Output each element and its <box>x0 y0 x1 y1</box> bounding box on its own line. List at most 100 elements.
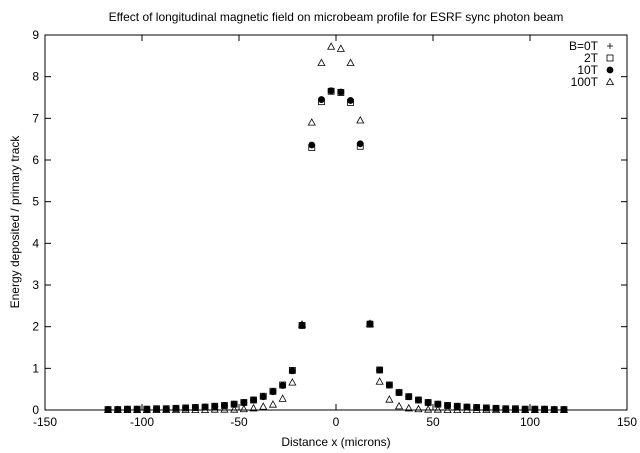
x-axis: -150 -100 -50 0 50 100 150 <box>33 35 637 429</box>
x-axis-label: Distance x (microns) <box>281 435 390 449</box>
point-10t <box>114 406 122 413</box>
y-tick-label: 6 <box>32 153 39 167</box>
point-100t <box>268 400 278 408</box>
point-10t <box>288 367 296 375</box>
point-10t <box>550 406 558 413</box>
point-100t <box>288 378 297 386</box>
point-100t <box>424 405 433 413</box>
point-100t <box>365 319 375 327</box>
x-tick-label: -50 <box>230 415 248 429</box>
point-10t <box>337 88 345 96</box>
y-tick-label: 0 <box>32 403 39 417</box>
point-10t <box>240 399 248 406</box>
point-100t <box>346 58 355 66</box>
point-100t <box>162 405 171 414</box>
point-10t <box>259 393 267 401</box>
point-10t <box>560 406 568 413</box>
point-10t <box>531 405 539 413</box>
point-10t <box>356 140 364 148</box>
y-tick-label: 2 <box>32 320 39 334</box>
legend-marker <box>605 77 615 85</box>
point-100t <box>239 404 248 413</box>
point-100t <box>443 405 452 414</box>
point-100t <box>259 402 268 410</box>
point-10t <box>133 405 141 413</box>
point-10t <box>405 393 413 401</box>
point-100t <box>297 320 307 328</box>
legend-label: B=0T <box>569 39 599 53</box>
point-10t <box>269 388 277 396</box>
point-100t <box>550 405 559 414</box>
legend-label: 10T <box>577 63 598 77</box>
point-100t <box>530 405 539 414</box>
y-tick-label: 7 <box>32 111 39 125</box>
point-10t <box>541 405 548 413</box>
point-10t <box>104 406 112 413</box>
point-100t <box>462 405 472 414</box>
point-10t <box>521 405 529 413</box>
point-100t <box>200 405 210 414</box>
point-10t <box>279 382 287 389</box>
point-100t <box>317 58 326 66</box>
point-100t <box>491 405 501 414</box>
point-100t <box>230 405 239 413</box>
point-10t <box>191 404 199 411</box>
point-100t <box>133 405 142 414</box>
x-tick-label: -100 <box>130 415 154 429</box>
point-10t <box>230 400 238 408</box>
plot-area <box>44 34 628 411</box>
point-100t <box>123 405 132 414</box>
point-10t <box>434 400 442 408</box>
point-100t <box>191 405 200 414</box>
point-10t <box>512 405 519 413</box>
point-10t <box>395 389 403 396</box>
point-10t <box>153 405 160 413</box>
chart-title: Effect of longitudinal magnetic field on… <box>109 10 564 24</box>
point-100t <box>152 405 161 414</box>
point-10t <box>444 402 451 409</box>
point-100t <box>453 405 462 414</box>
point-100t <box>482 405 491 414</box>
x-tick-label: 0 <box>333 415 340 429</box>
y-tick-label: 4 <box>32 236 39 250</box>
point-100t <box>540 405 549 414</box>
legend-marker <box>606 66 614 74</box>
x-tick-label: 150 <box>617 415 637 429</box>
point-100t <box>511 405 520 414</box>
point-100t <box>375 377 384 385</box>
data-points <box>103 42 569 414</box>
legend-marker <box>606 54 614 62</box>
point-10t <box>318 96 325 103</box>
legend-label: 100T <box>571 75 599 89</box>
point-100t <box>103 405 113 414</box>
point-100t <box>433 405 442 413</box>
x-tick-label: -150 <box>33 415 57 429</box>
point-100t <box>327 42 336 50</box>
y-tick-label: 5 <box>32 195 39 209</box>
point-100t <box>278 394 287 402</box>
x-tick-label: 100 <box>520 415 540 429</box>
point-100t <box>385 395 394 403</box>
y-axis-label: Energy deposited / primary track <box>8 135 22 309</box>
y-tick-label: 3 <box>32 278 39 292</box>
point-100t <box>356 115 365 124</box>
point-10t <box>308 141 316 149</box>
point-10t <box>502 405 510 413</box>
x-tick-label: 50 <box>426 415 440 429</box>
point-100t <box>336 44 345 52</box>
y-tick-label: 1 <box>32 361 39 375</box>
point-100t <box>521 405 530 414</box>
point-100t <box>181 405 190 414</box>
point-100t <box>394 401 404 410</box>
point-10t <box>162 405 170 413</box>
point-100t <box>113 405 122 414</box>
point-10t <box>347 97 354 104</box>
legend-label: 2T <box>584 51 599 65</box>
point-100t <box>414 404 423 413</box>
point-100t <box>307 118 316 126</box>
y-tick-label: 9 <box>32 28 39 42</box>
point-100t <box>142 405 151 414</box>
legend-marker <box>607 43 613 49</box>
y-axis: 0 1 2 3 4 5 6 7 8 9 <box>32 28 627 417</box>
